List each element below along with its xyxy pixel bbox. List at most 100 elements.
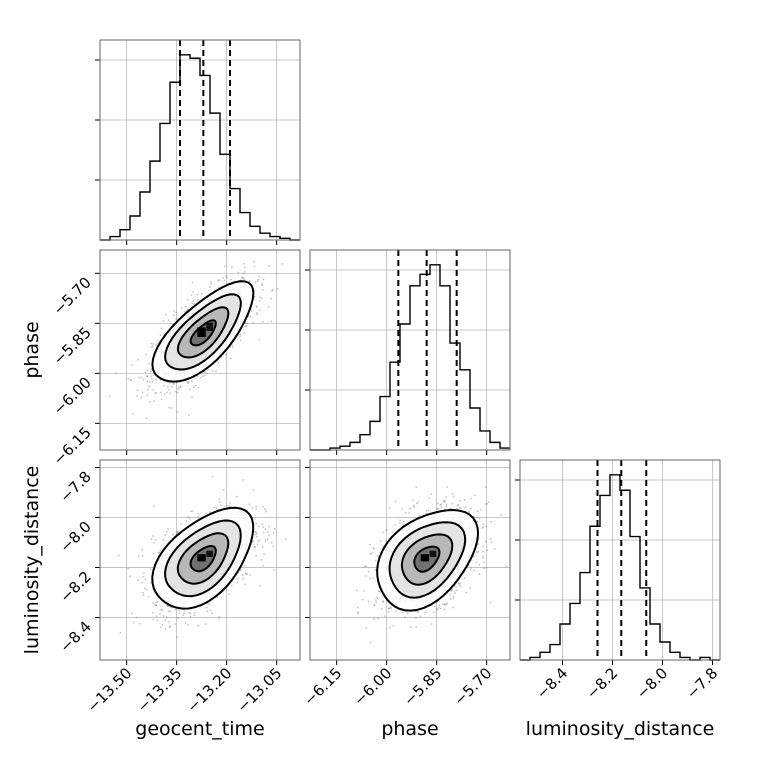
scatter-point: [204, 623, 207, 625]
scatter-point: [381, 600, 384, 602]
scatter-point: [136, 394, 139, 397]
scatter-point: [453, 592, 456, 595]
scatter-point: [463, 499, 466, 501]
scatter-point: [241, 277, 244, 280]
scatter-point: [365, 627, 368, 629]
xlabel-phase: phase: [381, 718, 438, 740]
scatter-point: [155, 615, 158, 618]
scatter-point: [153, 541, 155, 544]
scatter-point: [443, 608, 446, 611]
scatter-point: [162, 539, 165, 541]
scatter-point: [174, 390, 177, 393]
scatter-point: [119, 631, 122, 634]
scatter-point: [272, 531, 275, 534]
scatter-point: [404, 512, 407, 514]
scatter-point: [380, 608, 383, 610]
scatter-point: [425, 510, 428, 512]
scatter-point: [160, 398, 163, 401]
scatter-point: [476, 550, 479, 553]
scatter-point: [361, 598, 364, 601]
scatter-point: [204, 374, 206, 377]
scatter-point: [242, 272, 245, 275]
scatter-point: [226, 504, 229, 507]
scatter-point: [186, 298, 189, 301]
scatter-point: [189, 517, 191, 520]
scatter-point: [183, 310, 186, 313]
scatter-point: [152, 345, 154, 348]
density-peak: [197, 554, 206, 562]
scatter-point: [472, 555, 475, 558]
scatter-point: [261, 545, 264, 548]
scatter-point: [441, 602, 444, 605]
scatter-point: [187, 515, 190, 518]
scatter-point: [482, 567, 485, 570]
scatter-point: [128, 575, 131, 578]
scatter-point: [408, 511, 410, 514]
scatter-point: [438, 604, 441, 607]
scatter-point: [152, 389, 155, 391]
scatter-point: [200, 293, 203, 295]
scatter-point: [445, 505, 448, 508]
scatter-point: [159, 626, 162, 629]
scatter-point: [151, 611, 154, 614]
scatter-point: [173, 314, 175, 317]
scatter-point: [457, 503, 460, 506]
scatter-point: [148, 362, 150, 365]
scatter-point: [255, 305, 258, 308]
scatter-point: [166, 604, 169, 607]
scatter-point: [415, 486, 418, 489]
corner-panels: −8.4 −8.2 −8.0 −7.8−6.15−6.00−5.85−5.70−13.…: [50, 39, 721, 716]
scatter-point: [142, 575, 145, 578]
scatter-point: [377, 590, 380, 593]
scatter-point: [148, 400, 151, 403]
scatter-point: [180, 523, 182, 525]
scatter-point: [482, 545, 485, 548]
scatter-point: [404, 616, 406, 619]
scatter-point: [208, 511, 211, 514]
scatter-point: [469, 497, 472, 500]
x-tick-label: −13.20: [184, 664, 236, 716]
scatter-point: [161, 609, 164, 611]
scatter-point: [459, 507, 462, 510]
scatter-point: [392, 624, 395, 627]
scatter-point: [438, 606, 440, 609]
scatter-point: [256, 313, 258, 316]
scatter-point: [182, 614, 184, 617]
scatter-point: [243, 332, 246, 335]
scatter-point: [184, 305, 187, 308]
scatter-point: [264, 528, 267, 531]
scatter-point: [237, 271, 240, 274]
scatter-point: [152, 374, 155, 377]
scatter-point: [175, 311, 177, 314]
scatter-point: [262, 531, 265, 534]
scatter-point: [248, 503, 251, 506]
scatter-point: [433, 605, 436, 608]
scatter-point: [445, 603, 448, 606]
hist-panel-luminosity-distance: −8.4 −8.2 −8.0 −7.8: [515, 459, 721, 703]
xlabel-luminosity-distance: luminosity_distance: [526, 718, 715, 740]
scatter-point: [253, 295, 256, 298]
scatter-point: [131, 612, 133, 615]
scatter-point: [162, 614, 165, 617]
scatter-point: [158, 551, 160, 554]
scatter-point: [235, 495, 238, 498]
histogram-geocent-time: [100, 54, 300, 241]
y-tick-label: −5.70: [50, 273, 95, 318]
scatter-point: [148, 385, 150, 388]
scatter-point: [365, 575, 368, 577]
scatter-point: [481, 550, 484, 553]
scatter-point: [374, 559, 377, 562]
scatter-point: [480, 508, 482, 511]
scatter-point: [159, 549, 162, 552]
scatter-point: [145, 588, 148, 591]
scatter-point: [164, 619, 167, 621]
scatter-point: [141, 581, 143, 584]
scatter-point: [486, 549, 489, 552]
scatter-point: [191, 396, 193, 399]
scatter-point: [228, 593, 230, 595]
scatter-point: [218, 615, 221, 618]
scatter-point: [183, 610, 186, 612]
scatter-point: [150, 368, 153, 370]
scatter-point: [449, 598, 452, 600]
